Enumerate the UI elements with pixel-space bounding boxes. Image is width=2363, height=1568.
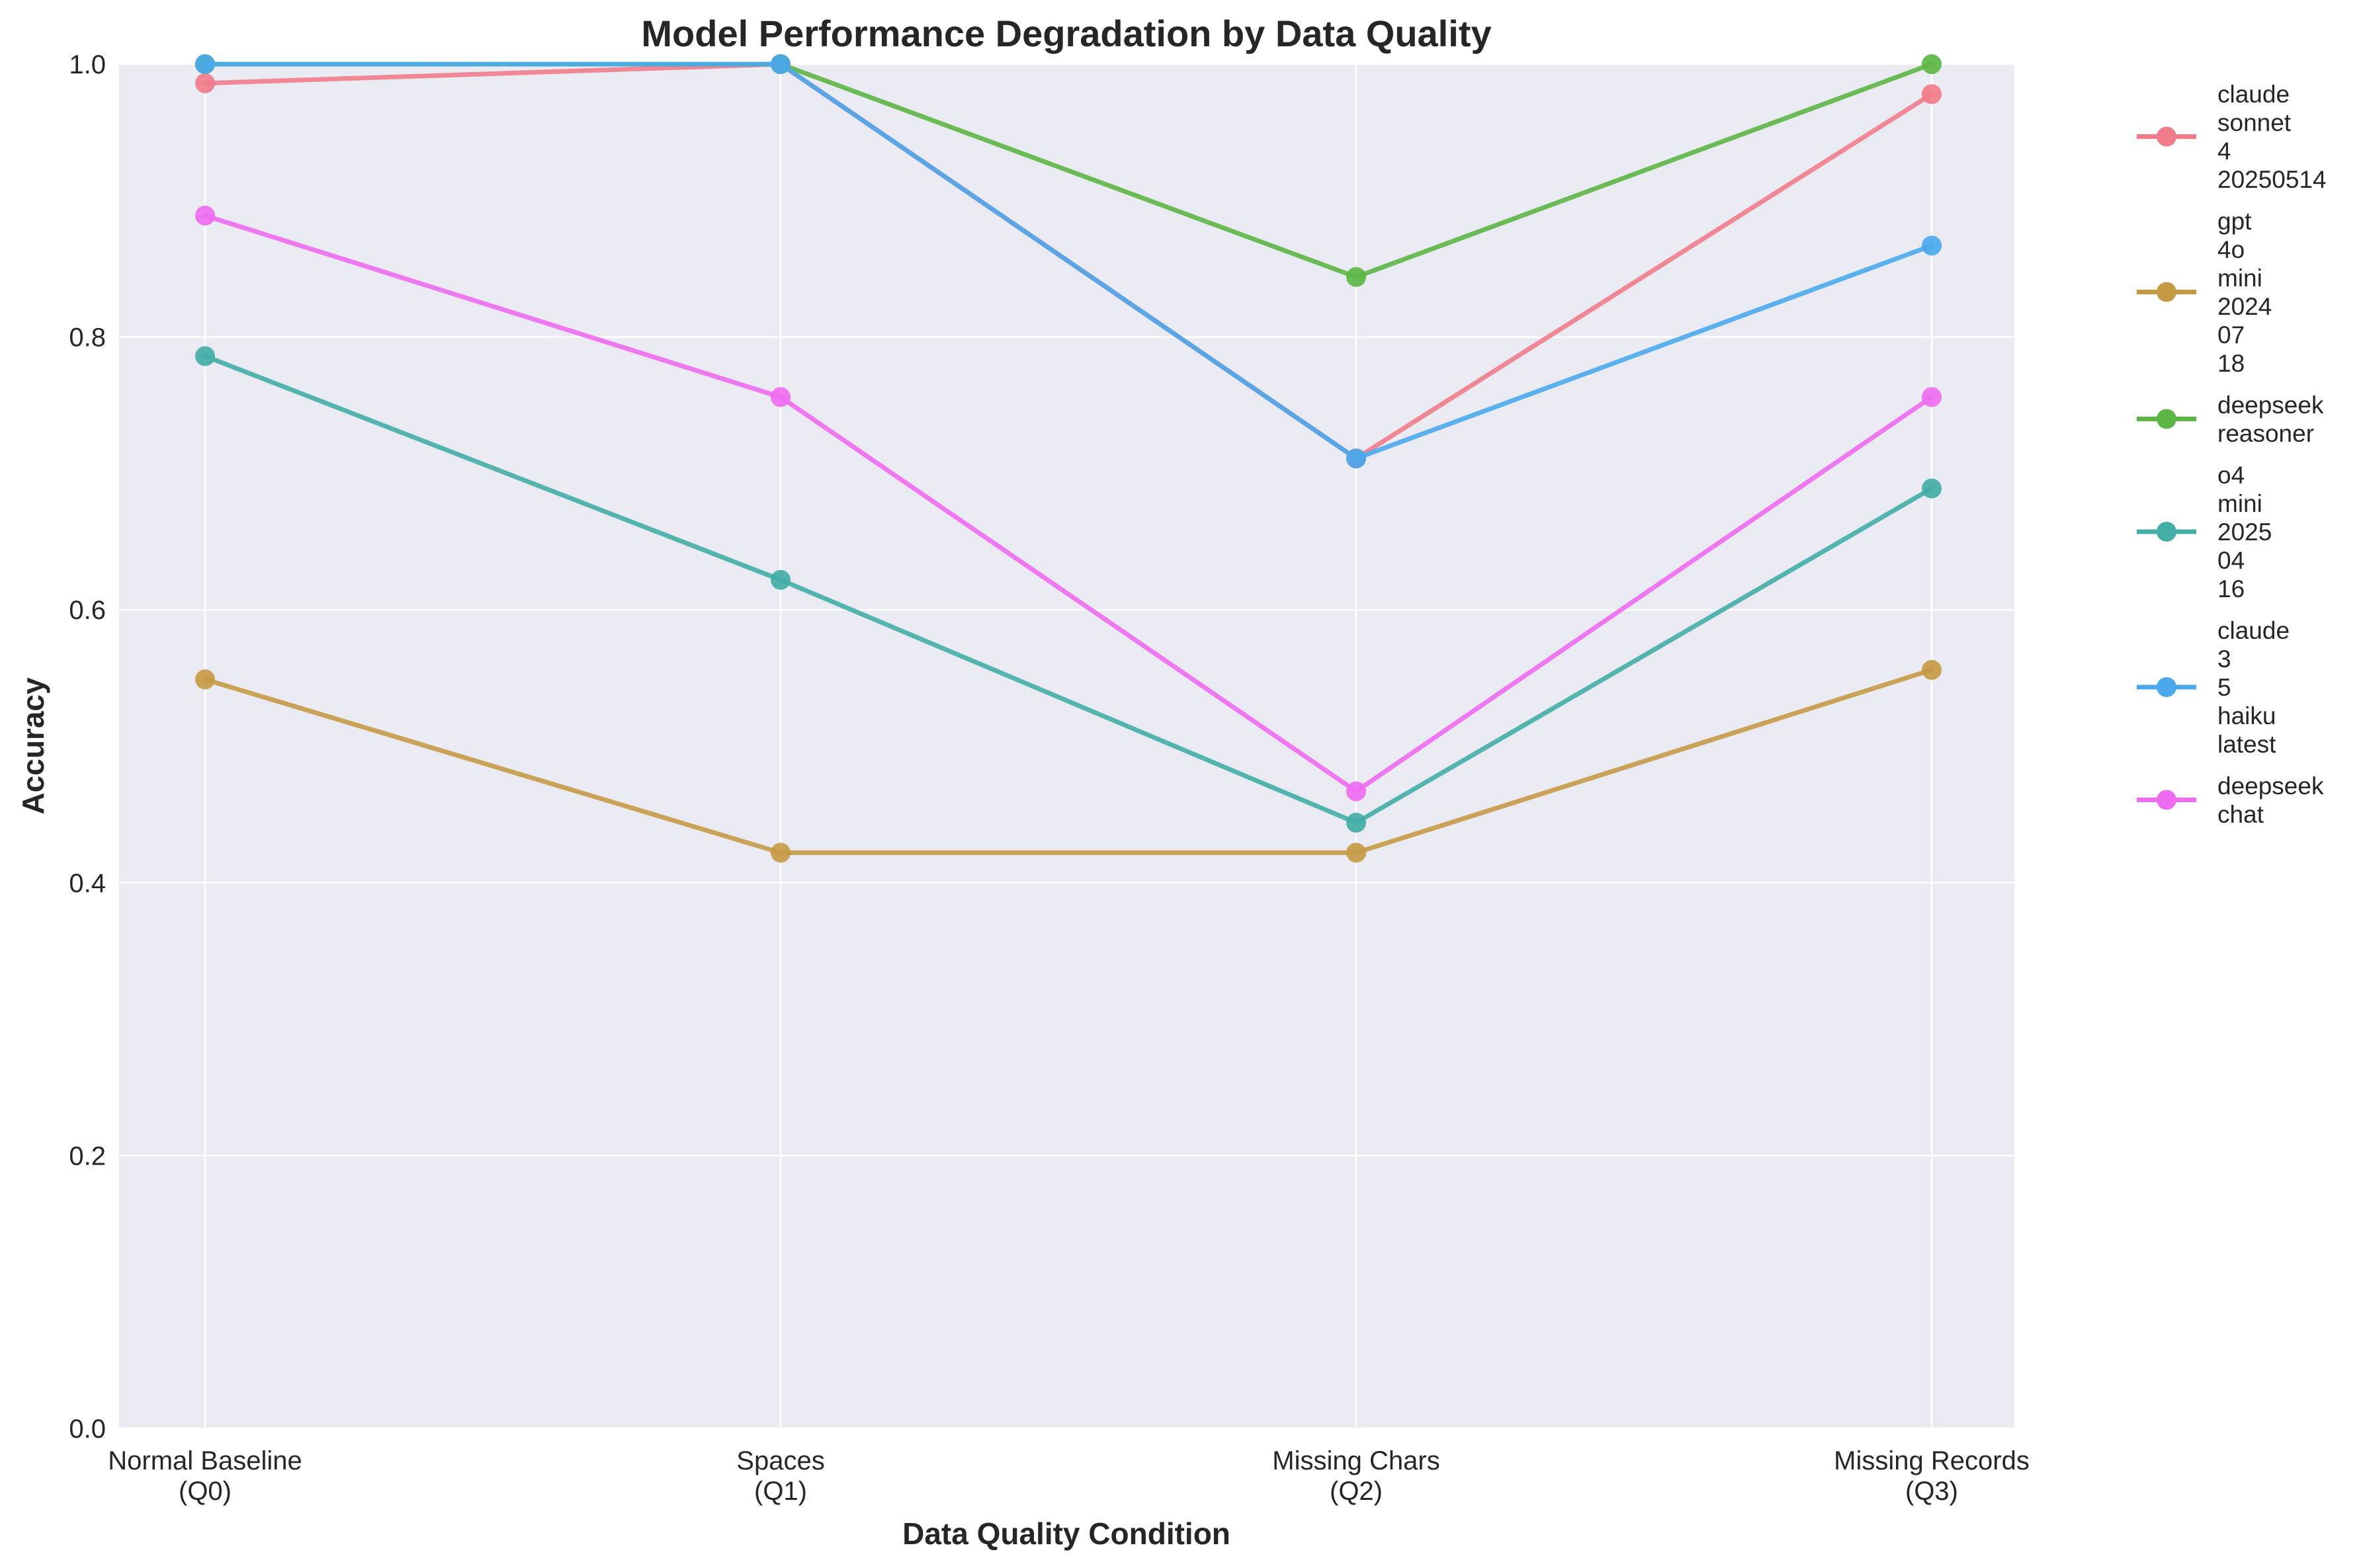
data-point bbox=[1922, 659, 1942, 680]
series-5 bbox=[195, 205, 1942, 802]
legend-entry-1: gpt 4o mini 2024 07 18 bbox=[2137, 208, 2272, 377]
x-tick-label-line: Missing Chars bbox=[1272, 1446, 1439, 1475]
legend-label-line: 20250514 bbox=[2217, 166, 2327, 193]
legend-label-line: latest bbox=[2217, 731, 2276, 758]
legend-label-line: 4o bbox=[2217, 236, 2245, 263]
x-axis-label: Data Quality Condition bbox=[902, 1516, 1230, 1551]
x-tick-label: Missing Records (Q3) bbox=[1834, 1446, 2030, 1506]
legend-entry-0: claude sonnet 4 20250514 bbox=[2137, 81, 2327, 193]
legend-label-line: deepseek bbox=[2217, 392, 2324, 419]
legend-label: gpt 4o mini 2024 07 18 bbox=[2217, 208, 2272, 377]
data-point bbox=[771, 54, 791, 74]
legend-label-line: claude bbox=[2217, 81, 2290, 108]
legend-swatch-marker bbox=[2157, 790, 2176, 810]
data-point bbox=[1922, 54, 1942, 74]
legend-label-line: 4 bbox=[2217, 138, 2231, 165]
legend-label: claude 3 5 haiku latest bbox=[2217, 617, 2290, 758]
y-axis-ticks: 0.0 0.2 0.4 0.6 0.8 1.0 bbox=[69, 50, 106, 1444]
x-tick-label-line: Spaces bbox=[736, 1446, 824, 1475]
legend-label: deepseek reasoner bbox=[2217, 392, 2324, 447]
legend-label-line: 5 bbox=[2217, 674, 2231, 701]
data-point bbox=[195, 669, 215, 690]
series-layer bbox=[195, 54, 1942, 863]
legend-label-line: sonnet bbox=[2217, 109, 2292, 136]
y-tick-label: 1.0 bbox=[69, 50, 106, 79]
series-line bbox=[202, 353, 1934, 825]
data-point bbox=[195, 205, 215, 226]
data-point bbox=[195, 54, 215, 74]
legend-label: deepseek chat bbox=[2217, 772, 2324, 828]
data-point bbox=[1346, 448, 1366, 469]
x-tick-label-line: Normal Baseline bbox=[108, 1446, 302, 1475]
data-point bbox=[1922, 235, 1942, 256]
x-tick-label-line: (Q2) bbox=[1330, 1477, 1383, 1506]
y-tick-label: 0.0 bbox=[69, 1415, 106, 1444]
legend-swatch-marker bbox=[2157, 677, 2176, 697]
series-3 bbox=[195, 346, 1942, 833]
series-line bbox=[202, 62, 1934, 461]
legend-entry-5: deepseek chat bbox=[2137, 772, 2324, 828]
legend-label-line: mini bbox=[2217, 265, 2262, 292]
y-tick-label: 0.2 bbox=[69, 1141, 106, 1171]
data-point bbox=[771, 387, 791, 407]
legend-entry-2: deepseek reasoner bbox=[2137, 392, 2324, 447]
x-tick-label-line: (Q3) bbox=[1905, 1477, 1958, 1506]
legend-label-line: 04 bbox=[2217, 547, 2245, 574]
chart-title: Model Performance Degradation by Data Qu… bbox=[641, 13, 1491, 54]
plot-background bbox=[119, 64, 2014, 1428]
legend-label-line: haiku bbox=[2217, 702, 2276, 729]
legend-label-line: deepseek bbox=[2217, 772, 2324, 800]
legend-label-line: 2025 bbox=[2217, 518, 2272, 546]
legend-label-line: 3 bbox=[2217, 645, 2231, 673]
legend-swatch-marker bbox=[2157, 522, 2176, 542]
series-line bbox=[202, 213, 1934, 794]
data-point bbox=[1346, 267, 1366, 287]
legend-entry-4: claude 3 5 haiku latest bbox=[2137, 617, 2290, 758]
series-line bbox=[202, 667, 1934, 855]
x-tick-label: Missing Chars (Q2) bbox=[1272, 1446, 1439, 1506]
data-point bbox=[195, 73, 215, 93]
y-tick-label: 0.8 bbox=[69, 323, 106, 352]
x-tick-label-line: (Q0) bbox=[179, 1477, 232, 1506]
legend-label-line: mini bbox=[2217, 490, 2262, 517]
legend-label-line: gpt bbox=[2217, 208, 2252, 235]
y-tick-label: 0.6 bbox=[69, 596, 106, 625]
legend-label-line: claude bbox=[2217, 617, 2290, 644]
data-point bbox=[1922, 387, 1942, 407]
legend-swatch-marker bbox=[2157, 282, 2176, 302]
series-1 bbox=[195, 659, 1942, 863]
legend-label-line: 07 bbox=[2217, 321, 2245, 349]
legend-label-line: 16 bbox=[2217, 575, 2245, 602]
legend-label-line: o4 bbox=[2217, 462, 2245, 489]
x-tick-label: Spaces (Q1) bbox=[736, 1446, 824, 1506]
legend-label-line: chat bbox=[2217, 801, 2264, 828]
legend-label-line: 18 bbox=[2217, 350, 2245, 377]
y-axis-label: Accuracy bbox=[16, 677, 50, 815]
legend-label-line: reasoner bbox=[2217, 420, 2314, 447]
x-axis-ticks: Normal Baseline (Q0) Spaces (Q1) Missing Cha… bbox=[108, 1446, 2030, 1506]
data-point bbox=[1922, 84, 1942, 104]
legend-label-line: 2024 bbox=[2217, 293, 2272, 320]
x-tick-label-line: Missing Records bbox=[1834, 1446, 2030, 1475]
data-point bbox=[771, 569, 791, 590]
x-tick-label-line: (Q1) bbox=[754, 1477, 807, 1506]
x-tick-label: Normal Baseline (Q0) bbox=[108, 1446, 302, 1506]
legend-swatch-marker bbox=[2157, 126, 2176, 147]
y-tick-label: 0.4 bbox=[69, 869, 106, 898]
data-point bbox=[1346, 813, 1366, 833]
data-point bbox=[1346, 781, 1366, 802]
legend-swatch-marker bbox=[2157, 409, 2176, 429]
legend-label: o4 mini 2025 04 16 bbox=[2217, 462, 2272, 602]
data-point bbox=[771, 843, 791, 863]
legend-label: claude sonnet 4 20250514 bbox=[2217, 81, 2327, 193]
data-point bbox=[1346, 843, 1366, 863]
data-point bbox=[195, 346, 215, 366]
data-point bbox=[1922, 478, 1942, 499]
series-4 bbox=[195, 54, 1942, 469]
legend-entry-3: o4 mini 2025 04 16 bbox=[2137, 462, 2272, 602]
